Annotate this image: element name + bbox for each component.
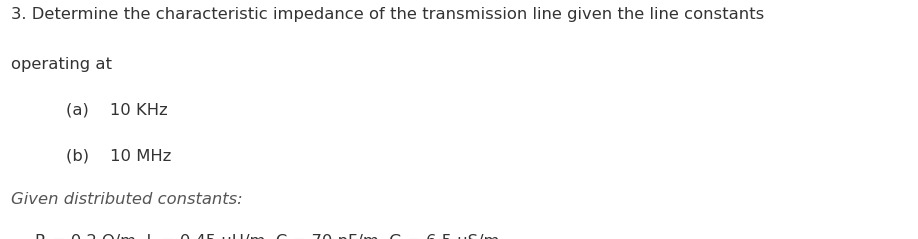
Text: (b)    10 MHz: (b) 10 MHz [66,148,172,163]
Text: operating at: operating at [11,57,112,72]
Text: Given distributed constants:: Given distributed constants: [11,192,242,207]
Text: (a)    10 KHz: (a) 10 KHz [66,103,168,118]
Text: R = 0.2 Ω/m, L = 0.45 μH/m, C = 70 pF/m, G = 6.5 μS/m.: R = 0.2 Ω/m, L = 0.45 μH/m, C = 70 pF/m,… [35,234,505,239]
Text: 3. Determine the characteristic impedance of the transmission line given the lin: 3. Determine the characteristic impedanc… [11,7,765,22]
